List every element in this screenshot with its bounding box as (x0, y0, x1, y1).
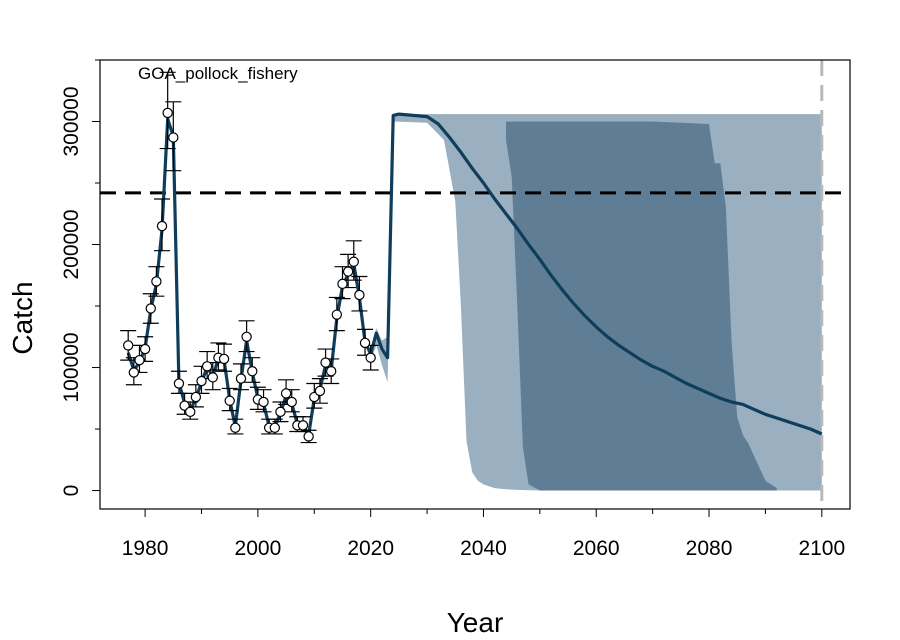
observed-point (280, 388, 292, 399)
observed-point (348, 256, 359, 267)
y-tick-label: 200000 (60, 209, 83, 279)
observed-point (134, 354, 145, 366)
observed-point (128, 367, 140, 378)
x-tick-label: 1980 (122, 537, 169, 560)
observed-point (354, 289, 365, 301)
reference-line-group (100, 60, 850, 509)
observed-point (185, 406, 196, 418)
axes: 1980 2000 2020 2040 2060 2080 2100 0 100000 20000… (60, 59, 845, 560)
x-axis-title: Year (447, 607, 504, 638)
x-tick-label: 2020 (347, 537, 394, 560)
observed-point (162, 107, 173, 119)
x-tick-label: 2000 (235, 537, 282, 560)
observed-point (247, 366, 258, 377)
x-tick-label: 2060 (573, 537, 620, 560)
observed-point (326, 366, 337, 377)
observed-point (196, 375, 207, 387)
observed-point (365, 352, 376, 363)
x-tick-label: 2100 (798, 537, 845, 560)
observed-point (275, 406, 286, 418)
observed-point (258, 396, 269, 408)
observed-point (156, 220, 168, 232)
y-tick-label: 300000 (60, 86, 83, 156)
observed-point (314, 385, 326, 397)
observed-point (224, 395, 235, 406)
observed-point (241, 331, 252, 342)
plot-frame (99, 59, 851, 510)
observed-point (337, 278, 348, 290)
observed-point (320, 357, 331, 368)
observed-point (303, 431, 314, 442)
panel-label: GOA_pollock_fishery (138, 64, 298, 83)
observed-point (173, 378, 185, 389)
observed-point (207, 372, 218, 383)
inner-interval-band (506, 121, 777, 491)
observed-point (235, 373, 247, 384)
observed-point (122, 340, 134, 351)
x-tick-label: 2040 (460, 537, 507, 560)
observed-point (218, 353, 230, 365)
observed-point (342, 266, 354, 277)
observed-point (151, 276, 162, 287)
observed-point (190, 391, 202, 403)
y-tick-label: 0 (60, 485, 83, 497)
observed-point (269, 422, 281, 434)
y-tick-label: 100000 (60, 332, 83, 402)
x-tick-label: 2080 (686, 537, 733, 560)
uncertainty-bands (370, 114, 822, 491)
observed-points (122, 107, 376, 442)
observed-point (286, 396, 297, 408)
observed-point (139, 343, 151, 355)
y-axis-title: Catch (7, 281, 38, 354)
observed-point (359, 337, 371, 349)
observed-point (230, 422, 241, 434)
observed-point (168, 132, 179, 143)
observed-point (145, 303, 156, 314)
observed-point (297, 420, 309, 431)
observed-point (331, 309, 343, 320)
observed-point (201, 361, 213, 372)
